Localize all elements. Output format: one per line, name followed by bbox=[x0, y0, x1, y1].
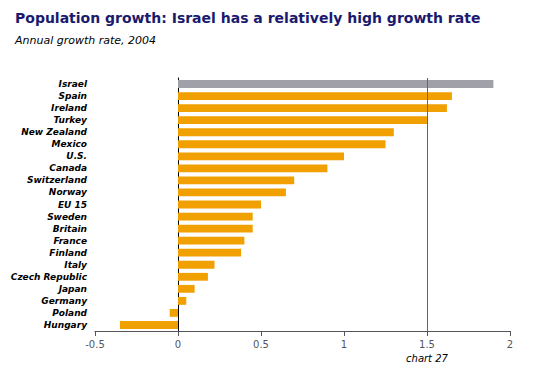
svg-text:Switzerland: Switzerland bbox=[27, 175, 88, 185]
svg-text:Germany: Germany bbox=[41, 296, 88, 306]
svg-text:Mexico: Mexico bbox=[52, 139, 87, 149]
svg-text:-0.5: -0.5 bbox=[85, 339, 105, 350]
svg-text:Sweden: Sweden bbox=[47, 212, 87, 222]
svg-text:Israel: Israel bbox=[59, 79, 88, 89]
svg-text:EU 15: EU 15 bbox=[58, 200, 87, 210]
svg-text:Italy: Italy bbox=[64, 260, 88, 270]
svg-text:Norway: Norway bbox=[49, 187, 88, 197]
svg-text:Annual growth rate, 2004: Annual growth rate, 2004 bbox=[14, 34, 156, 47]
svg-text:Hungary: Hungary bbox=[44, 320, 88, 330]
svg-text:U.S.: U.S. bbox=[66, 151, 87, 161]
svg-text:Turkey: Turkey bbox=[54, 115, 89, 125]
svg-text:Britain: Britain bbox=[53, 224, 87, 234]
svg-text:Finland: Finland bbox=[49, 248, 87, 258]
svg-text:Spain: Spain bbox=[59, 91, 88, 101]
svg-text:France: France bbox=[53, 236, 87, 246]
svg-text:Population growth: Israel has: Population growth: Israel has a relative… bbox=[15, 10, 480, 26]
svg-text:New Zealand: New Zealand bbox=[21, 127, 87, 137]
svg-text:Poland: Poland bbox=[52, 308, 87, 318]
svg-text:0: 0 bbox=[175, 339, 181, 350]
svg-text:chart 27: chart 27 bbox=[406, 353, 449, 364]
svg-text:Ireland: Ireland bbox=[51, 103, 87, 113]
svg-text:1: 1 bbox=[341, 339, 347, 350]
svg-text:0.5: 0.5 bbox=[253, 339, 269, 350]
svg-text:Czech Republic: Czech Republic bbox=[11, 272, 88, 282]
svg-text:2: 2 bbox=[507, 339, 513, 350]
svg-text:Japan: Japan bbox=[57, 284, 87, 294]
svg-text:1.5: 1.5 bbox=[419, 339, 435, 350]
svg-text:Canada: Canada bbox=[49, 163, 87, 173]
